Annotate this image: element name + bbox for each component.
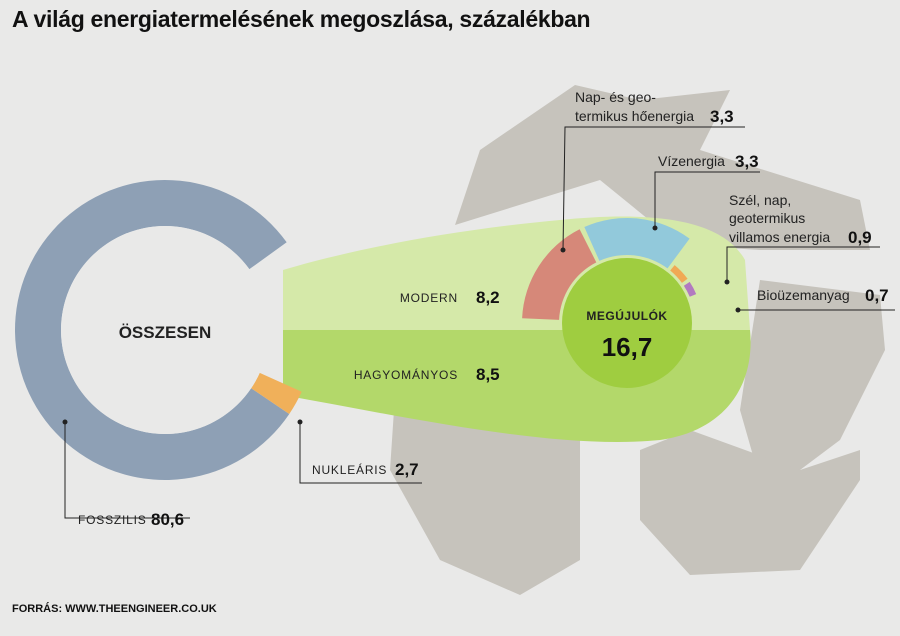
nuclear-slice: [251, 372, 302, 414]
nuclear-label: NUKLEÁRIS: [312, 462, 387, 477]
biofuel-dot: [735, 307, 741, 313]
wind-solar-leader: [726, 246, 880, 282]
hydro-label: Vízenergia: [658, 153, 725, 169]
wind-solar-value: 0,9: [848, 228, 872, 247]
nuclear-value: 2,7: [395, 460, 419, 479]
hydro-dot: [652, 225, 658, 231]
fossil-dot: [62, 419, 68, 425]
geothermal-heat-slice: [522, 229, 597, 320]
biofuel-value: 0,7: [865, 286, 889, 305]
recycle-arrow-top: [455, 85, 870, 250]
fossil-leader: [64, 422, 190, 519]
nuclear-leader: [299, 422, 422, 484]
leader-dots: [62, 225, 741, 425]
source-note: FORRÁS: WWW.THEENGINEER.CO.UK: [12, 603, 217, 615]
biofuel-slice: [683, 281, 697, 297]
hydro-slice: [584, 217, 690, 269]
geothermal-heat-value: 3,3: [710, 107, 734, 126]
donut-center-label: ÖSSZESEN: [119, 323, 212, 342]
fossil-label: FOSSZILIS: [78, 513, 147, 527]
recycle-symbol: [380, 85, 885, 595]
main-donut: [15, 179, 302, 480]
renewables-value: 16,7: [602, 332, 653, 362]
hydro-value: 3,3: [735, 152, 759, 171]
geothermal-heat-dot: [560, 247, 566, 253]
hydro-leader: [654, 171, 760, 228]
wind-solar-label-line1: Szél, nap,: [729, 192, 791, 208]
wind-solar-slice: [670, 265, 688, 283]
recycle-arrow-left: [390, 395, 580, 595]
donut-hole: [61, 226, 269, 434]
chart-title: A világ energiatermelésének megoszlása, …: [12, 6, 591, 32]
recycle-arrow-bottom: [640, 430, 860, 575]
fossil-value: 80,6: [151, 510, 184, 529]
traditional-label: HAGYOMÁNYOS: [354, 367, 458, 382]
wind-solar-label-line2: geotermikus: [729, 210, 805, 226]
nuclear-dot: [297, 419, 303, 425]
geothermal-heat-label-line1: Nap- és geo-: [575, 89, 656, 105]
geothermal-heat-leader: [562, 126, 745, 251]
geothermal-heat-label-line2: termikus hőenergia: [575, 108, 694, 124]
traditional-value: 8,5: [476, 365, 500, 384]
wind-solar-dot: [724, 279, 730, 285]
wind-solar-label-line3: villamos energia: [729, 229, 830, 245]
leader-lines: [64, 126, 895, 519]
modern-value: 8,2: [476, 288, 500, 307]
renewables-circle: [562, 258, 692, 388]
biofuel-label: Bioüzemanyag: [757, 287, 850, 303]
renewables-breakdown: [522, 217, 697, 320]
recycle-arrow-right: [740, 280, 885, 480]
fossil-slice: [15, 179, 290, 480]
renewables-label: MEGÚJULÓK: [586, 308, 667, 323]
modern-label: MODERN: [400, 291, 458, 305]
